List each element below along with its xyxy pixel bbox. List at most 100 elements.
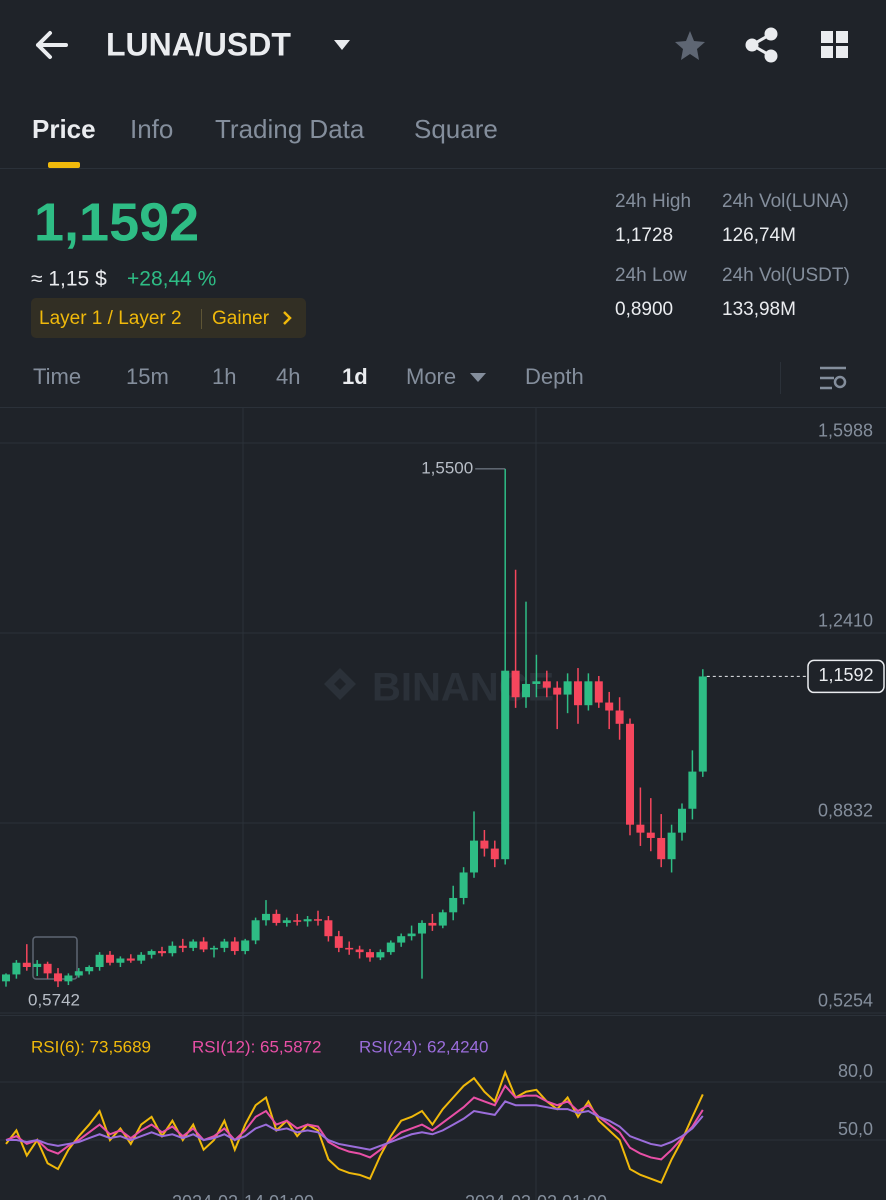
- candle-body: [667, 832, 676, 860]
- y-tick-label: 80,0: [838, 1061, 873, 1081]
- candle-body: [178, 945, 187, 948]
- usd-price: ≈ 1,15 $: [31, 268, 107, 291]
- chart-settings[interactable]: [820, 366, 847, 390]
- tab[interactable]: Square: [414, 114, 498, 144]
- legend-entry: RSI(24): 62,4240: [359, 1037, 488, 1056]
- interval[interactable]: 15m: [126, 364, 169, 389]
- watermark-logo: [324, 668, 356, 700]
- back-button[interactable]: [36, 31, 68, 59]
- candle-body: [43, 963, 52, 974]
- candle-body: [116, 958, 125, 963]
- stat-label: 24h Low: [615, 265, 687, 286]
- candle-body: [574, 681, 582, 706]
- layout-button[interactable]: [821, 31, 848, 58]
- divider: [780, 362, 781, 394]
- candle-body: [584, 681, 593, 706]
- rsi-line: [5, 1084, 704, 1161]
- favorite-star[interactable]: [675, 31, 705, 60]
- interval[interactable]: More: [406, 364, 456, 389]
- divider: [0, 168, 886, 169]
- candle-body: [366, 952, 374, 958]
- candle-body: [54, 973, 62, 982]
- candle-body: [282, 920, 291, 923]
- candle-body: [64, 975, 73, 982]
- candle-body: [293, 920, 302, 922]
- candle-body: [449, 897, 458, 913]
- tag-chevron: [283, 311, 292, 325]
- candle-body: [137, 954, 146, 961]
- candle-body: [563, 681, 572, 695]
- pair-dropdown[interactable]: [334, 40, 350, 50]
- candle-body: [303, 919, 312, 922]
- interval[interactable]: 1h: [212, 364, 236, 389]
- candle-body: [698, 676, 707, 772]
- candle-body: [210, 947, 218, 950]
- candle-body: [189, 941, 198, 948]
- y-tick-label: 0,5254: [818, 991, 873, 1011]
- interval[interactable]: 1d: [342, 364, 368, 389]
- candle-body: [345, 947, 354, 950]
- last-price: 1,1592: [34, 192, 199, 252]
- candle-body: [241, 940, 250, 952]
- candle-body: [272, 913, 281, 923]
- candle-body: [95, 954, 104, 967]
- candle-body: [220, 941, 229, 948]
- candle-body: [459, 872, 468, 898]
- current-price-label: 1,1592: [818, 665, 873, 685]
- candle-body: [74, 971, 83, 976]
- more-dropdown[interactable]: [470, 373, 486, 382]
- candle-body: [626, 723, 634, 825]
- legend-entry: RSI(6): 73,5689: [31, 1037, 151, 1056]
- pair-title[interactable]: LUNA/USDT: [106, 26, 291, 62]
- stat-value: 133,98M: [722, 299, 796, 320]
- tag-separator: [201, 309, 202, 329]
- stat-label: 24h Vol(USDT): [722, 265, 850, 286]
- x-tick-label: 2024-03-02 01:00: [465, 1192, 607, 1200]
- candle-body: [511, 670, 520, 698]
- interval[interactable]: Depth: [525, 364, 584, 389]
- price-change: +28,44 %: [127, 268, 216, 291]
- candle-body: [522, 683, 530, 698]
- tag[interactable]: Gainer: [212, 308, 270, 329]
- current-price-box: [807, 659, 885, 694]
- candle-body: [646, 832, 655, 838]
- candle-body: [418, 922, 426, 934]
- tag-box[interactable]: [31, 298, 306, 338]
- tab-indicator: [48, 162, 80, 168]
- stat-value: 1,1728: [615, 225, 673, 246]
- candle-body: [199, 941, 208, 950]
- y-tick-label: 0,8832: [818, 801, 873, 821]
- candle-body: [657, 837, 666, 860]
- interval[interactable]: 4h: [276, 364, 300, 389]
- tab[interactable]: Price: [32, 114, 96, 144]
- tab[interactable]: Info: [130, 114, 173, 144]
- candle-body: [106, 954, 114, 963]
- candle-body: [168, 945, 177, 954]
- interval[interactable]: Time: [33, 364, 81, 389]
- candle-body: [251, 920, 260, 941]
- tag[interactable]: Layer 1 / Layer 2: [39, 308, 182, 329]
- divider: [0, 1015, 886, 1016]
- candle-body: [397, 936, 406, 943]
- legend-entry: RSI(12): 65,5872: [192, 1037, 321, 1056]
- candle-body: [490, 848, 499, 860]
- candle-body: [636, 824, 645, 833]
- candle-body: [678, 808, 686, 833]
- candle-body: [85, 966, 94, 972]
- candle-body: [542, 681, 551, 688]
- tab[interactable]: Trading Data: [215, 114, 365, 144]
- low-label: 0,5742: [28, 991, 80, 1010]
- candle-body: [12, 962, 21, 975]
- candle-body: [147, 951, 156, 955]
- stat-value: 0,8900: [615, 299, 673, 320]
- rsi-line: [6, 1100, 704, 1151]
- x-tick-label: 2024-02-14 01:00: [172, 1192, 314, 1200]
- candle-body: [688, 771, 697, 809]
- y-tick-label: 1,5988: [818, 421, 873, 441]
- candle-body: [501, 670, 510, 860]
- stat-label: 24h Vol(LUNA): [722, 191, 849, 212]
- share-button[interactable]: [745, 27, 778, 63]
